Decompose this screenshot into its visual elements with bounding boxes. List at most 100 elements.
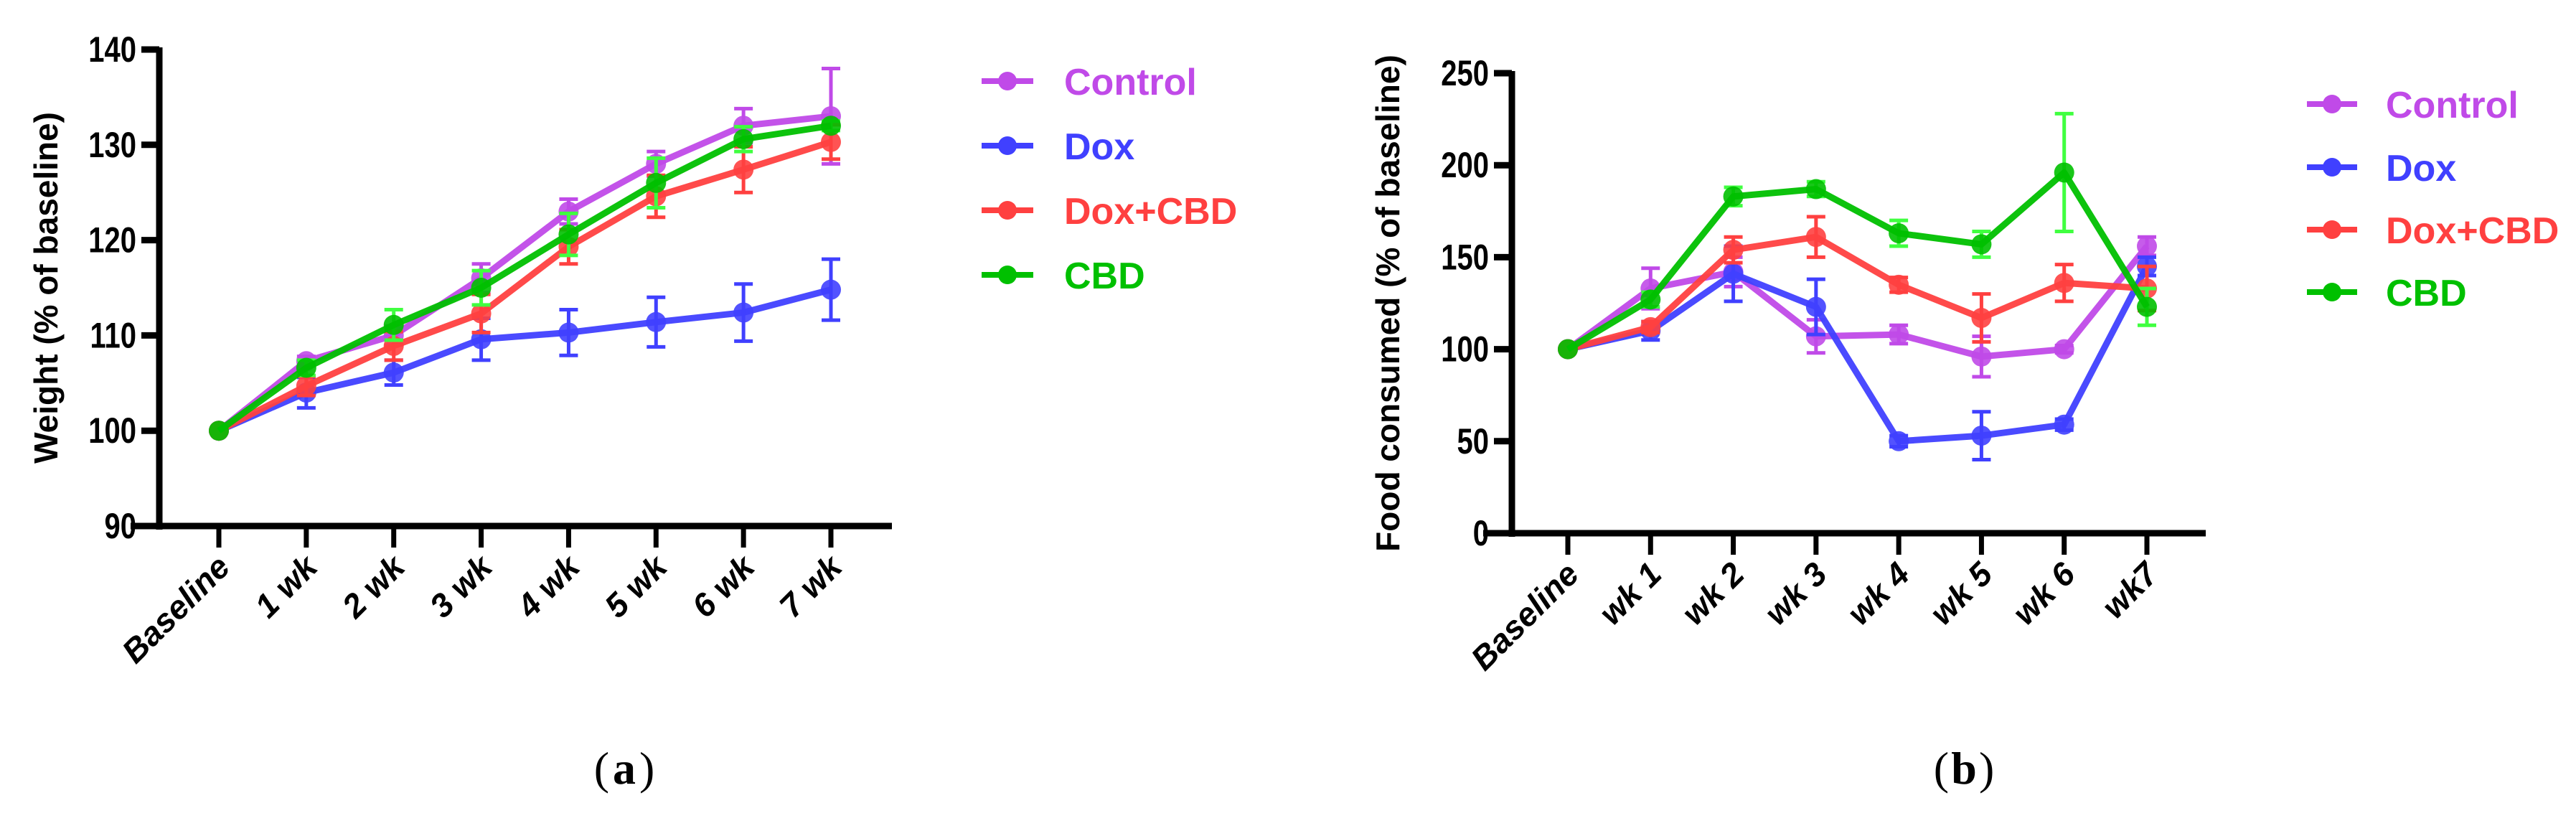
data-point: [1558, 339, 1578, 360]
series-line: [217, 286, 832, 434]
x-tick-label: wk 6: [2005, 555, 2082, 632]
data-point: [1889, 431, 1909, 451]
x-tick-label: 5 wk: [597, 547, 675, 625]
legend-item: Dox+CBD: [2307, 210, 2559, 252]
legend-item: Dox+CBD: [982, 191, 1237, 233]
series-line: [217, 113, 832, 433]
legend-marker: [2323, 283, 2341, 301]
data-point: [1640, 289, 1661, 310]
series-dox: [1558, 244, 2157, 461]
data-point: [1723, 240, 1744, 261]
y-tick-label: 140: [88, 29, 136, 70]
data-point: [296, 357, 316, 378]
data-point: [383, 314, 404, 335]
y-tick-label: 0: [1473, 513, 1489, 553]
data-point: [646, 172, 667, 193]
legend-label: Dox+CBD: [1064, 191, 1237, 233]
legend-item: Control: [2307, 85, 2519, 126]
data-point: [2137, 296, 2157, 317]
x-tick-label: 7 wk: [772, 547, 850, 625]
caption-paren-open: (: [1934, 743, 1949, 794]
y-axis-title: Weight (% of baseline): [27, 112, 65, 464]
series-cbd: [209, 116, 841, 441]
data-point: [1971, 346, 1992, 367]
legend-label: Control: [2386, 85, 2519, 126]
data-point: [1805, 179, 1826, 200]
x-tick-label: wk7: [2095, 554, 2166, 626]
data-point: [733, 159, 754, 180]
legend-marker: [2323, 220, 2341, 239]
data-point: [1723, 186, 1744, 207]
caption-letter: b: [1951, 743, 1977, 794]
data-point: [821, 131, 841, 152]
data-point: [821, 116, 841, 136]
legend-item: CBD: [2307, 273, 2467, 314]
data-point: [296, 375, 316, 396]
x-tick-label: 4 wk: [509, 547, 588, 626]
legend-marker: [998, 72, 1017, 90]
y-tick-label: 120: [88, 220, 136, 260]
data-point: [1805, 296, 1826, 317]
data-point: [2137, 236, 2157, 257]
y-tick-label: 130: [88, 125, 136, 165]
legend-label: Dox: [2386, 148, 2456, 189]
legend-label: Dox+CBD: [2386, 210, 2559, 252]
series-dox: [209, 257, 841, 441]
x-tick-label: 6 wk: [685, 547, 763, 625]
series-cbd: [1558, 111, 2157, 360]
x-tick-label: 1 wk: [248, 547, 326, 625]
legend-marker: [998, 266, 1017, 284]
data-point: [821, 279, 841, 300]
x-tick-label: wk 3: [1757, 555, 1835, 632]
data-point: [1723, 263, 1744, 284]
panel-caption: (a): [594, 743, 655, 794]
x-tick-label: wk 5: [1922, 554, 2000, 632]
legend-marker: [2323, 95, 2341, 113]
legend-item: Dox: [982, 126, 1134, 168]
legend-label: CBD: [2386, 273, 2467, 314]
legend-item: Control: [982, 62, 1197, 103]
data-point: [558, 224, 579, 245]
data-point: [558, 322, 579, 343]
x-tick-label: wk 1: [1592, 555, 1668, 632]
x-tick-label: Baseline: [1464, 555, 1587, 677]
y-tick-label: 100: [1441, 329, 1489, 369]
x-tick-label: wk 2: [1674, 555, 1752, 632]
y-tick-label: 90: [105, 506, 136, 546]
series-line: [1566, 169, 2150, 352]
data-point: [471, 278, 492, 298]
data-point: [1640, 316, 1661, 337]
data-point: [1889, 324, 1909, 345]
panel-caption: (b): [1934, 743, 1995, 794]
caption-paren-close: ): [639, 743, 654, 794]
data-point: [2054, 273, 2074, 294]
x-tick-label: Baseline: [115, 548, 238, 670]
data-point: [383, 362, 404, 383]
data-point: [471, 303, 492, 324]
series-line: [217, 122, 832, 433]
y-tick-label: 100: [88, 410, 136, 451]
data-point: [1805, 227, 1826, 248]
series-line: [1566, 233, 2148, 352]
series-dox-cbd: [1558, 215, 2157, 360]
legend-label: Dox: [1064, 126, 1134, 168]
data-point: [1889, 274, 1909, 295]
data-point: [2054, 339, 2074, 360]
data-point: [1805, 326, 1826, 347]
series-line: [217, 139, 832, 434]
legend-item: Dox: [2307, 148, 2456, 189]
data-point: [209, 421, 229, 441]
y-tick-label: 110: [90, 315, 136, 355]
legend-item: CBD: [982, 255, 1145, 297]
legend-label: Control: [1064, 62, 1197, 103]
y-axis-title: Food consumed (% of baseline): [1369, 55, 1406, 552]
legend-marker: [998, 201, 1017, 220]
data-point: [1971, 308, 1992, 329]
data-point: [2054, 414, 2074, 435]
data-point: [733, 302, 754, 323]
data-point: [2054, 162, 2074, 183]
caption-paren-close: ): [1979, 743, 1994, 794]
legend-marker: [2323, 158, 2341, 177]
